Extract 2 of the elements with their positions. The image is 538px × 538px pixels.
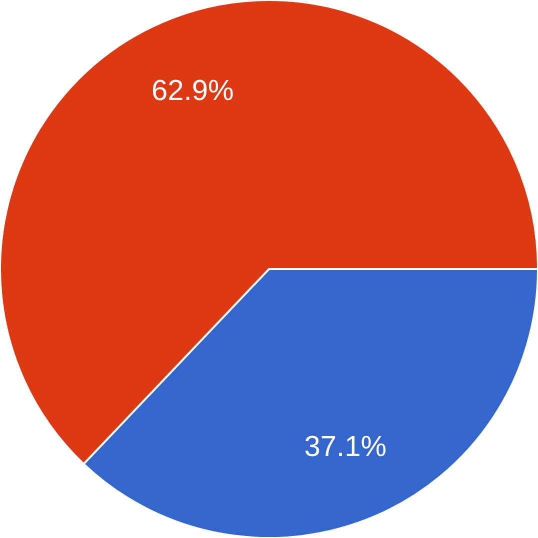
data-label: 37.1% [304,430,386,463]
data-label: 62.9% [152,75,234,108]
